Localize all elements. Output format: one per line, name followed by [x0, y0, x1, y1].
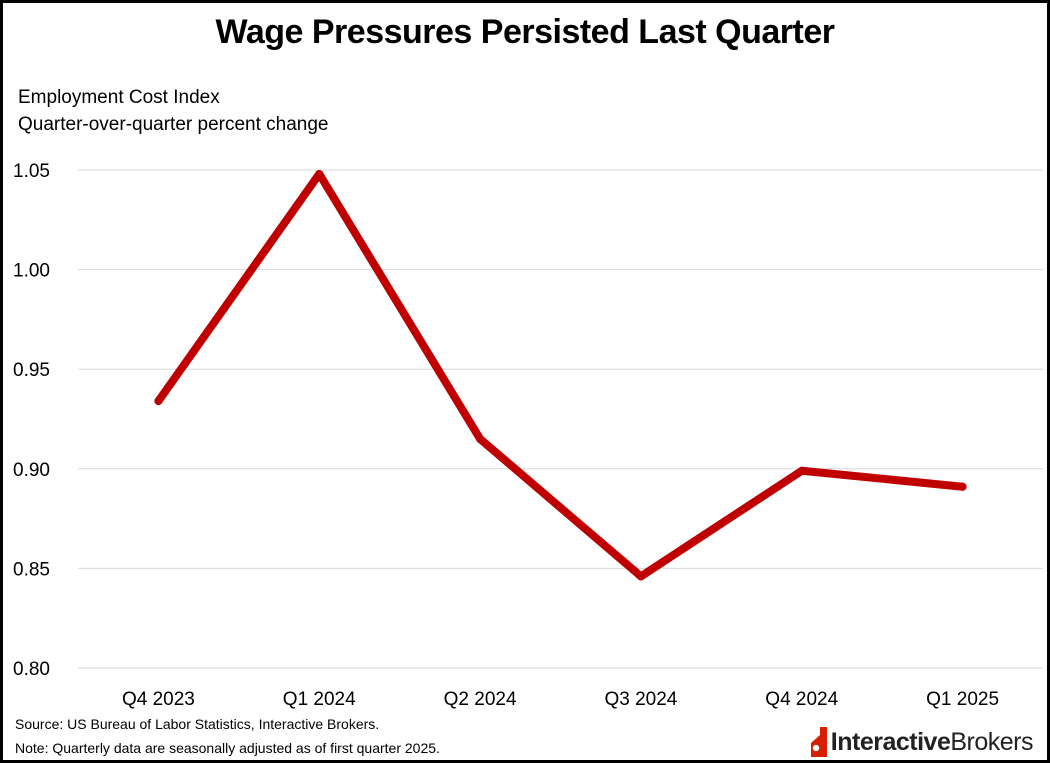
logo-mark-icon — [810, 727, 827, 757]
y-tick-label: 1.05 — [13, 161, 50, 182]
x-tick-label: Q4 2024 — [765, 689, 838, 710]
data-note: Note: Quarterly data are seasonally adju… — [15, 740, 440, 756]
data-point — [958, 482, 967, 491]
chart-subtitle-line-1: Employment Cost Index — [18, 87, 220, 108]
data-point — [154, 397, 163, 406]
y-tick-label: 0.85 — [13, 559, 50, 580]
data-point — [636, 572, 645, 581]
chart-title: Wage Pressures Persisted Last Quarter — [215, 13, 835, 51]
data-point — [315, 169, 324, 178]
series-layer — [154, 169, 967, 581]
y-tick-label: 0.95 — [13, 360, 50, 381]
x-tick-label: Q2 2024 — [444, 689, 517, 710]
logo-text-brokers: Brokers — [950, 727, 1033, 756]
series-line — [154, 169, 967, 581]
y-tick-label: 0.90 — [13, 460, 50, 481]
x-tick-label: Q1 2025 — [926, 689, 999, 710]
line-chart: 0.800.850.900.951.001.05 Q4 2023 Q1 2024 Q… — [13, 161, 1043, 710]
chart-subtitle-line-2: Quarter-over-quarter percent change — [18, 114, 329, 135]
y-axis-ticks: 0.80 0.85 0.90 0.95 1.00 1.05 — [13, 161, 50, 680]
y-tick-label: 0.80 — [13, 659, 50, 680]
x-axis-ticks: Q4 2023 Q1 2024 Q2 2024 Q3 2024 Q4 2024 Q1 20… — [122, 689, 999, 710]
x-tick-label: Q1 2024 — [283, 689, 356, 710]
interactive-brokers-logo: Interactive Brokers — [810, 727, 1033, 757]
data-point — [476, 434, 485, 443]
source-note: Source: US Bureau of Labor Statistics, I… — [15, 716, 380, 732]
logo-text-interactive: Interactive — [830, 727, 951, 756]
gridlines — [78, 169, 1043, 669]
x-tick-label: Q4 2023 — [122, 689, 195, 710]
x-tick-label: Q3 2024 — [604, 689, 677, 710]
data-point — [797, 466, 806, 475]
y-tick-label: 1.00 — [13, 261, 50, 282]
